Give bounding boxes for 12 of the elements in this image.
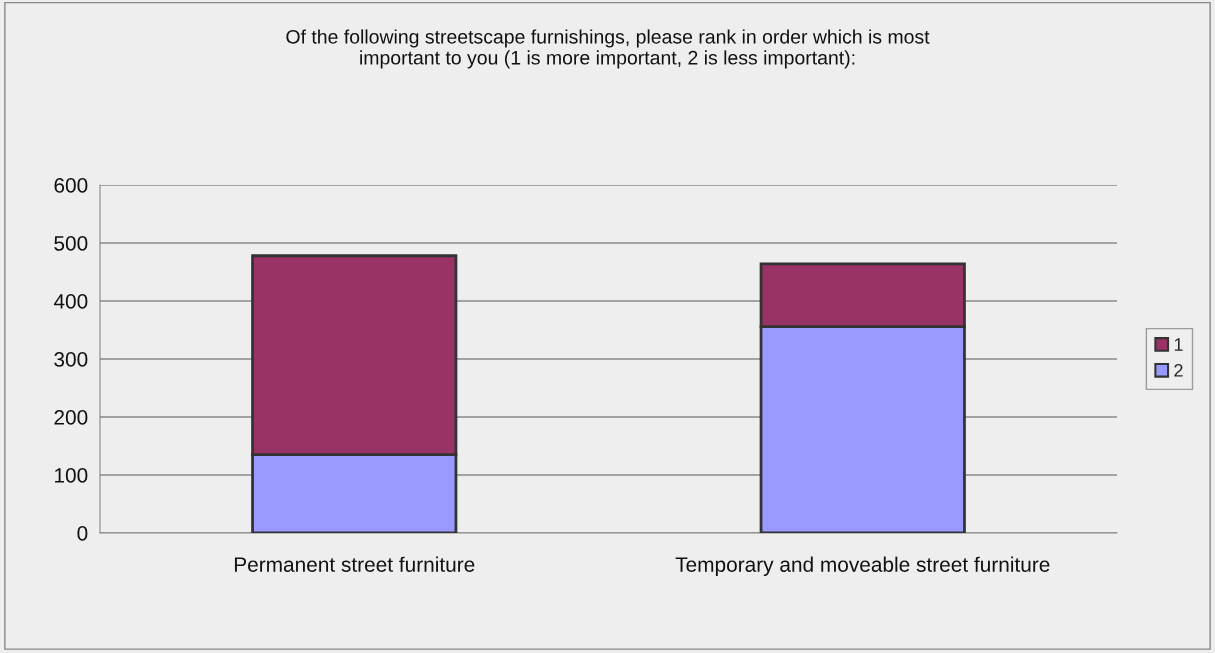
x-tick-label: Permanent street furniture	[234, 556, 475, 572]
y-tick-label: 600	[54, 178, 88, 193]
chart-title: Of the following streetscape furnishings, please rank in order which is most important to you (1 is more important, 2 is less important):	[286, 29, 930, 69]
legend-label: 1	[1174, 338, 1183, 351]
y-tick-label: 300	[54, 352, 88, 367]
y-tick-label: 500	[54, 236, 88, 251]
y-tick-label: 0	[77, 526, 88, 541]
x-tick-label: Temporary and moveable street furniture	[675, 556, 1050, 577]
legend-label: 2	[1174, 363, 1183, 377]
y-tick-label: 100	[55, 468, 88, 483]
y-tick-label: 200	[54, 410, 88, 425]
y-tick-label: 400	[53, 294, 88, 309]
